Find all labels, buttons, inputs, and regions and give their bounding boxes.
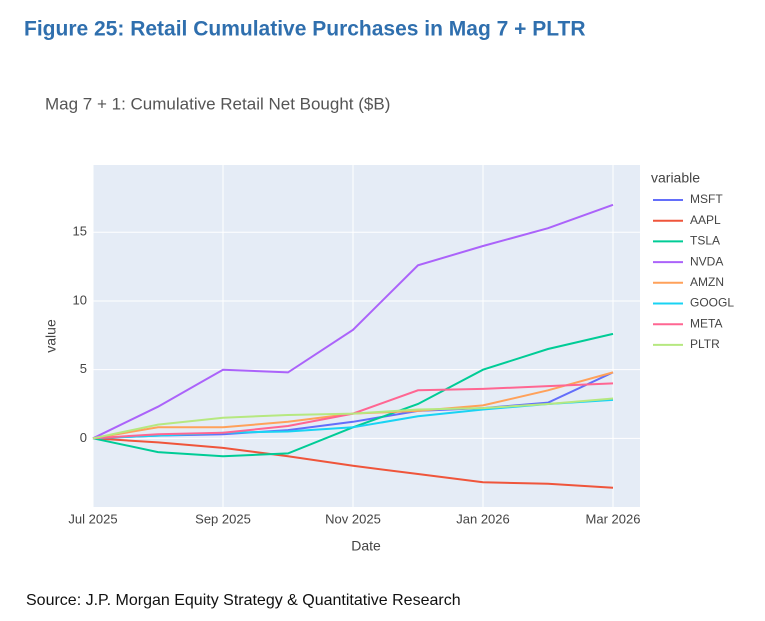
x-tick-label: Mar 2026	[586, 511, 641, 526]
legend-label: MSFT	[690, 192, 723, 206]
y-tick-label: 5	[80, 361, 87, 376]
source: Source: J.P. Morgan Equity Strategy & Qu…	[26, 592, 461, 609]
data-line	[92, 397, 614, 440]
data-line	[92, 203, 614, 440]
y-tick-label: 15	[73, 224, 87, 239]
legend-label: AMZN	[690, 275, 724, 289]
y-tick-label: 10	[73, 292, 87, 307]
x-axis-label: Date	[351, 538, 381, 554]
y-tick-label: 0	[80, 430, 87, 445]
legend-label: META	[690, 316, 722, 330]
x-tick-label: Sep 2025	[195, 511, 251, 526]
legend-label: TSLA	[690, 234, 720, 248]
chart-title: Mag 7 + 1: Cumulative Retail Net Bought …	[45, 94, 390, 113]
legend-label: NVDA	[690, 254, 723, 268]
legend-label: AAPL	[690, 213, 721, 227]
x-tick-label: Jan 2026	[456, 511, 510, 526]
x-tick-label: Jul 2025	[68, 511, 117, 526]
legend-label: PLTR	[690, 337, 720, 351]
plot-area	[93, 165, 640, 507]
legend-label: GOOGL	[690, 296, 734, 310]
y-axis-label: value	[43, 319, 59, 353]
x-tick-label: Nov 2025	[325, 511, 381, 526]
figure-title: Figure 25: Retail Cumulative Purchases i…	[24, 18, 586, 41]
data-line	[92, 437, 614, 489]
legend-title: variable	[651, 170, 700, 186]
